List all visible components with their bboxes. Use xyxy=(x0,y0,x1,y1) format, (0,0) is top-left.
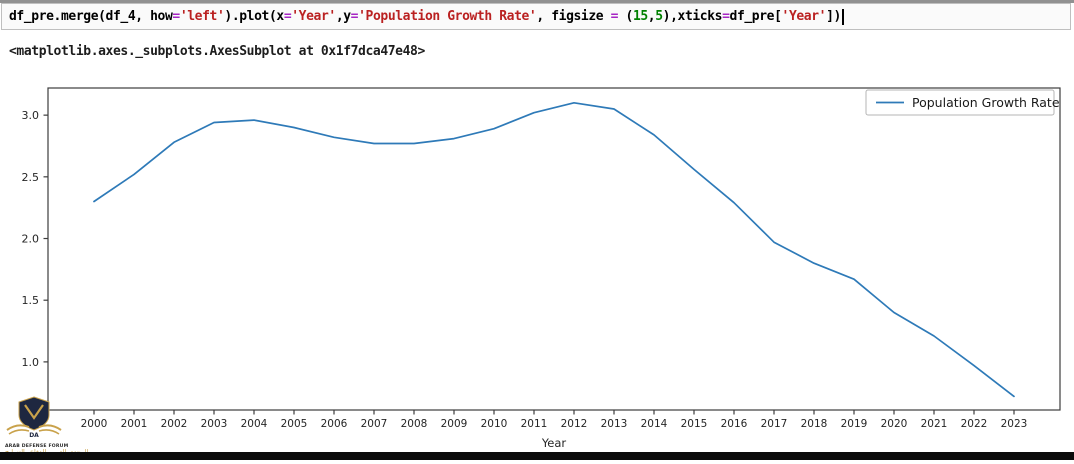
code-text: df_pre.merge(df_4, how='left').plot(x='Y… xyxy=(9,9,841,24)
svg-text:2018: 2018 xyxy=(801,418,828,430)
svg-text:2011: 2011 xyxy=(521,418,548,430)
svg-text:2012: 2012 xyxy=(561,418,588,430)
svg-text:1.5: 1.5 xyxy=(22,294,40,307)
svg-text:2002: 2002 xyxy=(161,418,188,430)
svg-text:2013: 2013 xyxy=(601,418,628,430)
cell-output-repr: <matplotlib.axes._subplots.AxesSubplot a… xyxy=(9,44,425,59)
legend-box xyxy=(865,89,1055,116)
svg-text:2020: 2020 xyxy=(881,418,908,430)
svg-text:2005: 2005 xyxy=(281,418,308,430)
svg-text:2014: 2014 xyxy=(641,418,668,430)
svg-text:2009: 2009 xyxy=(441,418,468,430)
svg-text:2000: 2000 xyxy=(81,418,108,430)
svg-text:2021: 2021 xyxy=(921,418,948,430)
svg-text:2015: 2015 xyxy=(681,418,708,430)
svg-text:3.0: 3.0 xyxy=(22,109,40,122)
plot-frame xyxy=(47,87,1061,411)
svg-text:2019: 2019 xyxy=(841,418,868,430)
svg-text:1.0: 1.0 xyxy=(22,356,40,369)
svg-text:2010: 2010 xyxy=(481,418,508,430)
watermark-emblem-icon: DA xyxy=(6,396,62,439)
svg-text:2003: 2003 xyxy=(201,418,228,430)
legend-label: Population Growth Rate xyxy=(912,95,1060,110)
svg-text:2016: 2016 xyxy=(721,418,748,430)
watermark-monogram: DA xyxy=(29,432,39,439)
svg-text:2001: 2001 xyxy=(121,418,148,430)
arab-defense-forum-watermark: DA ARAB DEFENSE FORUM المنتدى العربي للد… xyxy=(5,396,88,458)
svg-text:2007: 2007 xyxy=(361,418,388,430)
watermark-name-en: ARAB DEFENSE FORUM xyxy=(5,444,69,449)
axes-ticks-and-line: 1.0 1.5 2.0 2.5 3.0 2000 2001 2002 2003 2004 2005 2… xyxy=(22,101,1028,430)
legend[interactable]: Population Growth Rate xyxy=(865,89,1060,116)
matplotlib-figure: 1.0 1.5 2.0 2.5 3.0 2000 2001 2002 2003 2004 2005 2… xyxy=(0,80,1074,460)
svg-text:2017: 2017 xyxy=(761,418,788,430)
text-cursor xyxy=(841,8,844,25)
svg-text:2.5: 2.5 xyxy=(22,171,40,184)
svg-text:2.0: 2.0 xyxy=(22,233,40,246)
svg-text:2004: 2004 xyxy=(241,418,268,430)
bottom-black-bar xyxy=(0,452,1074,460)
x-axis-label: Year xyxy=(541,436,567,450)
svg-text:2023: 2023 xyxy=(1001,418,1028,430)
svg-text:2008: 2008 xyxy=(401,418,428,430)
svg-text:2006: 2006 xyxy=(321,418,348,430)
svg-text:2022: 2022 xyxy=(961,418,988,430)
window-top-divider xyxy=(0,0,1074,3)
notebook-code-cell[interactable]: df_pre.merge(df_4, how='left').plot(x='Y… xyxy=(1,3,1071,30)
